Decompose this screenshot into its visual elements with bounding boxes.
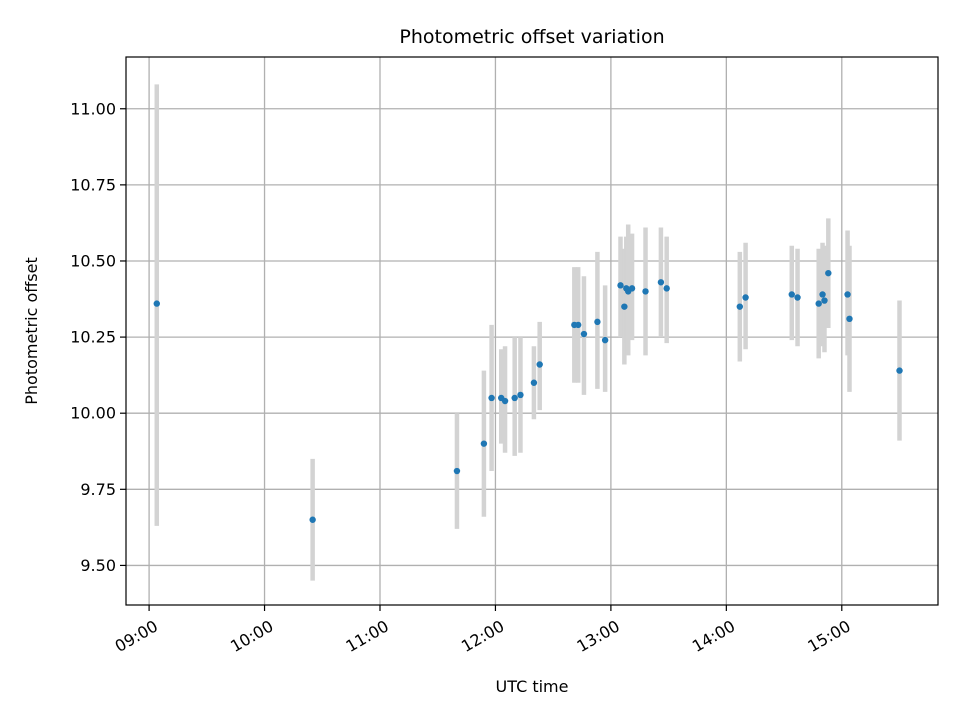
data-point: [453, 467, 461, 475]
x-tick-label: 09:00: [112, 616, 161, 656]
data-point: [821, 297, 828, 304]
data-point: [153, 300, 160, 307]
data-point: [536, 361, 543, 368]
data-point: [642, 288, 649, 295]
x-tick-label: 15:00: [804, 616, 853, 656]
data-point: [517, 391, 524, 399]
data-point: [621, 303, 628, 310]
data-point: [488, 394, 495, 402]
grid: [126, 57, 938, 605]
data-point: [309, 516, 316, 523]
x-tick-label: 14:00: [689, 616, 738, 656]
data-point: [594, 318, 601, 326]
data-point: [736, 303, 744, 310]
y-tick-label: 9.50: [80, 556, 116, 575]
data-point: [501, 397, 509, 405]
x-tick-label: 12:00: [458, 616, 507, 656]
y-axis-label: Photometric offset: [22, 257, 41, 405]
y-tick-label: 9.75: [80, 480, 116, 499]
y-tick-label: 10.00: [70, 404, 116, 423]
y-tick-label: 11.00: [70, 99, 116, 118]
y-tick-label: 10.25: [70, 328, 116, 347]
data-point: [480, 440, 488, 447]
data-point: [846, 315, 853, 323]
data-point: [530, 379, 538, 386]
data-point: [663, 285, 670, 292]
y-axis-ticks: 9.50 9.75 10.00 10.25 10.50 10.75 11.00: [70, 99, 126, 575]
y-tick-label: 10.50: [70, 251, 116, 270]
plot-frame: [125, 56, 939, 606]
data-point: [511, 394, 518, 402]
data-point: [896, 367, 903, 374]
x-axis-label: UTC time: [496, 677, 569, 696]
data-point: [844, 291, 851, 298]
data-point: [742, 294, 749, 301]
data-point: [825, 269, 832, 277]
data-point: [601, 336, 609, 344]
y-tick-label: 10.75: [70, 175, 116, 194]
data-point: [819, 291, 826, 298]
x-tick-label: 10:00: [227, 616, 276, 656]
data-point: [580, 330, 588, 338]
chart-title: Photometric offset variation: [399, 26, 664, 48]
x-tick-label: 11:00: [343, 616, 392, 656]
data-points: [153, 269, 903, 523]
x-tick-label: 13:00: [573, 616, 622, 656]
data-point: [657, 279, 665, 286]
data-point: [574, 321, 582, 329]
data-point: [815, 300, 822, 307]
data-point: [794, 294, 801, 301]
data-point: [628, 285, 636, 292]
data-point: [788, 291, 795, 298]
data-point: [617, 282, 624, 289]
error-bars: [154, 84, 902, 581]
x-axis-ticks: 09:00 10:00 11:00 12:00 13:00 14:00 15:00: [112, 605, 854, 656]
